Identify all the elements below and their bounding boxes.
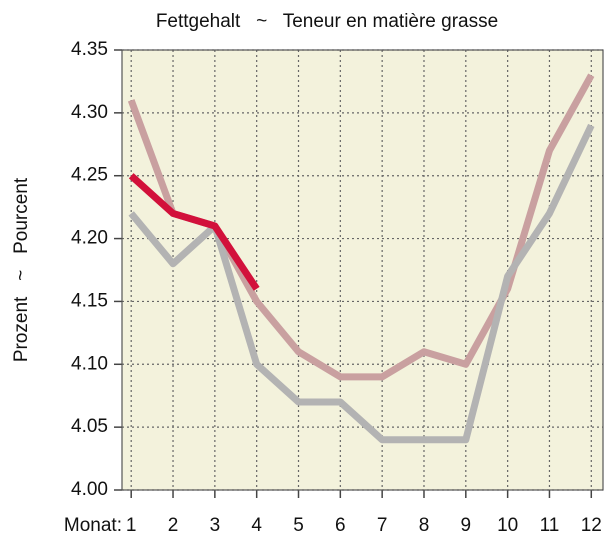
data-line: [128, 123, 595, 444]
x-axis-label: Monat:: [64, 515, 122, 536]
x-tick-label: 5: [293, 515, 304, 536]
y-tick-label: 4.15: [71, 290, 108, 311]
x-tick-label: 8: [419, 515, 430, 536]
y-tick-label: 4.00: [71, 479, 108, 500]
data-line: [128, 173, 260, 291]
y-tick-label: 4.05: [71, 416, 108, 437]
x-tick-label: 9: [461, 515, 472, 536]
x-tick-label: 1: [126, 515, 137, 536]
y-tick-label: 4.10: [71, 353, 108, 374]
x-tick-label: 11: [540, 515, 560, 536]
y-tick-label: 4.20: [71, 228, 108, 249]
y-axis-label: Prozent ~ Pourcent: [11, 177, 32, 362]
x-tick-label: 12: [581, 515, 602, 536]
y-tick-label: 4.25: [71, 165, 108, 186]
y-tick-label: 4.35: [71, 39, 108, 60]
plot-border: [121, 49, 604, 491]
plot-background: [122, 50, 603, 490]
x-tick-label: 3: [210, 515, 221, 536]
chart-title: Fettgehalt ~ Teneur en matière grasse: [156, 11, 498, 32]
x-tick-label: 2: [168, 515, 179, 536]
x-tick-label: 4: [251, 515, 262, 536]
x-tick-label: 6: [335, 515, 346, 536]
y-tick-label: 4.30: [71, 102, 108, 123]
x-tick-label: 7: [377, 515, 388, 536]
x-tick-label: 10: [497, 515, 518, 536]
